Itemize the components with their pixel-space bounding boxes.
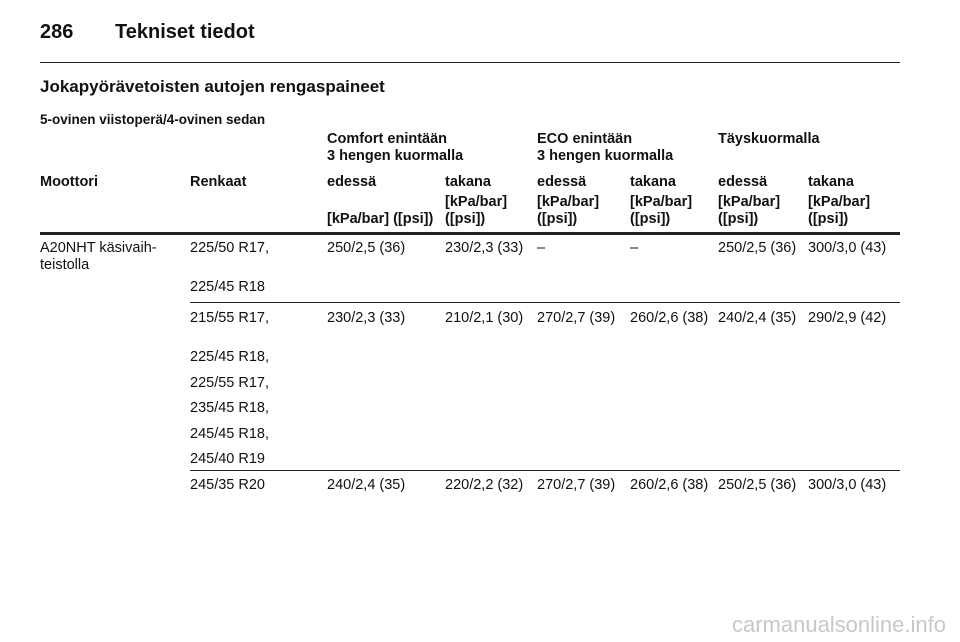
table-header-rule	[40, 232, 900, 235]
engine: teistolla	[40, 257, 90, 273]
unit-label: [kPa/bar] ([psi])	[445, 194, 508, 227]
page-number: 286	[40, 21, 74, 43]
unit-label: [kPa/bar] ([psi])	[327, 211, 434, 227]
pressure-value: 240/2,4 (35)	[327, 477, 406, 493]
unit-label: [kPa/bar] ([psi])	[808, 194, 871, 227]
row-rule	[190, 470, 900, 471]
tyre-size: 245/35 R20	[190, 477, 265, 493]
pressure-value: 230/2,3 (33)	[327, 310, 406, 326]
pressure-value: 230/2,3 (33)	[445, 240, 524, 256]
tyre-size: 225/55 R17,	[190, 374, 270, 391]
pressure-value: 220/2,2 (32)	[445, 477, 524, 493]
group-header: 3 hengen kuormalla	[327, 148, 464, 164]
column-header: edessä	[327, 174, 377, 190]
tyre-size: 225/45 R18	[190, 279, 265, 295]
tyre-size: 245/40 R19	[190, 451, 265, 467]
pressure-value: –	[537, 240, 546, 256]
group-header: Comfort enintään	[327, 131, 448, 147]
tyre-size: 245/45 R18,	[190, 425, 270, 442]
pressure-value: 300/3,0 (43)	[808, 477, 887, 493]
pressure-value: 250/2,5 (36)	[327, 240, 406, 256]
pressure-value: 260/2,6 (38)	[630, 477, 709, 493]
row-rule	[190, 302, 900, 303]
column-header: takana	[630, 174, 676, 190]
subtitle: 5-ovinen viistoperä/4-ovinen sedan	[40, 112, 266, 127]
column-header: edessä	[718, 174, 768, 190]
tyre-size: 215/55 R17,	[190, 310, 270, 326]
pressure-value: 250/2,5 (36)	[718, 240, 797, 256]
pressure-value: 270/2,7 (39)	[537, 477, 616, 493]
pressure-value: 270/2,7 (39)	[537, 310, 616, 326]
section-title: Jokapyörävetoisten autojen rengaspaineet	[40, 77, 385, 96]
column-header: Moottori	[40, 174, 98, 190]
column-header: Renkaat	[190, 174, 247, 190]
pressure-value: 240/2,4 (35)	[718, 310, 797, 326]
pressure-value: 260/2,6 (38)	[630, 310, 709, 326]
unit-label: [kPa/bar] ([psi])	[537, 194, 600, 227]
pressure-value: 210/2,1 (30)	[445, 310, 524, 326]
header-rule	[40, 62, 900, 63]
unit-label: [kPa/bar] ([psi])	[630, 194, 693, 227]
tyre-size: 225/45 R18,	[190, 349, 270, 365]
column-header: takana	[808, 174, 854, 190]
pressure-value: –	[630, 240, 639, 256]
pressure-value: 290/2,9 (42)	[808, 310, 887, 326]
group-header: 3 hengen kuormalla	[537, 148, 674, 164]
unit-label: [kPa/bar] ([psi])	[718, 194, 781, 227]
pressure-value: 250/2,5 (36)	[718, 477, 797, 493]
group-header: ECO enintään	[537, 131, 633, 147]
tyre-size: 225/50 R17,	[190, 240, 270, 256]
column-header: takana	[445, 174, 491, 190]
engine: A20NHT käsivaih-	[40, 240, 157, 256]
watermark: carmanualsonline.info	[731, 612, 946, 637]
pressure-value: 300/3,0 (43)	[808, 240, 887, 256]
group-header: Täyskuormalla	[718, 131, 820, 147]
tyre-size: 235/45 R18,	[190, 400, 270, 416]
page-title: Tekniset tiedot	[115, 21, 255, 43]
column-header: edessä	[537, 174, 587, 190]
